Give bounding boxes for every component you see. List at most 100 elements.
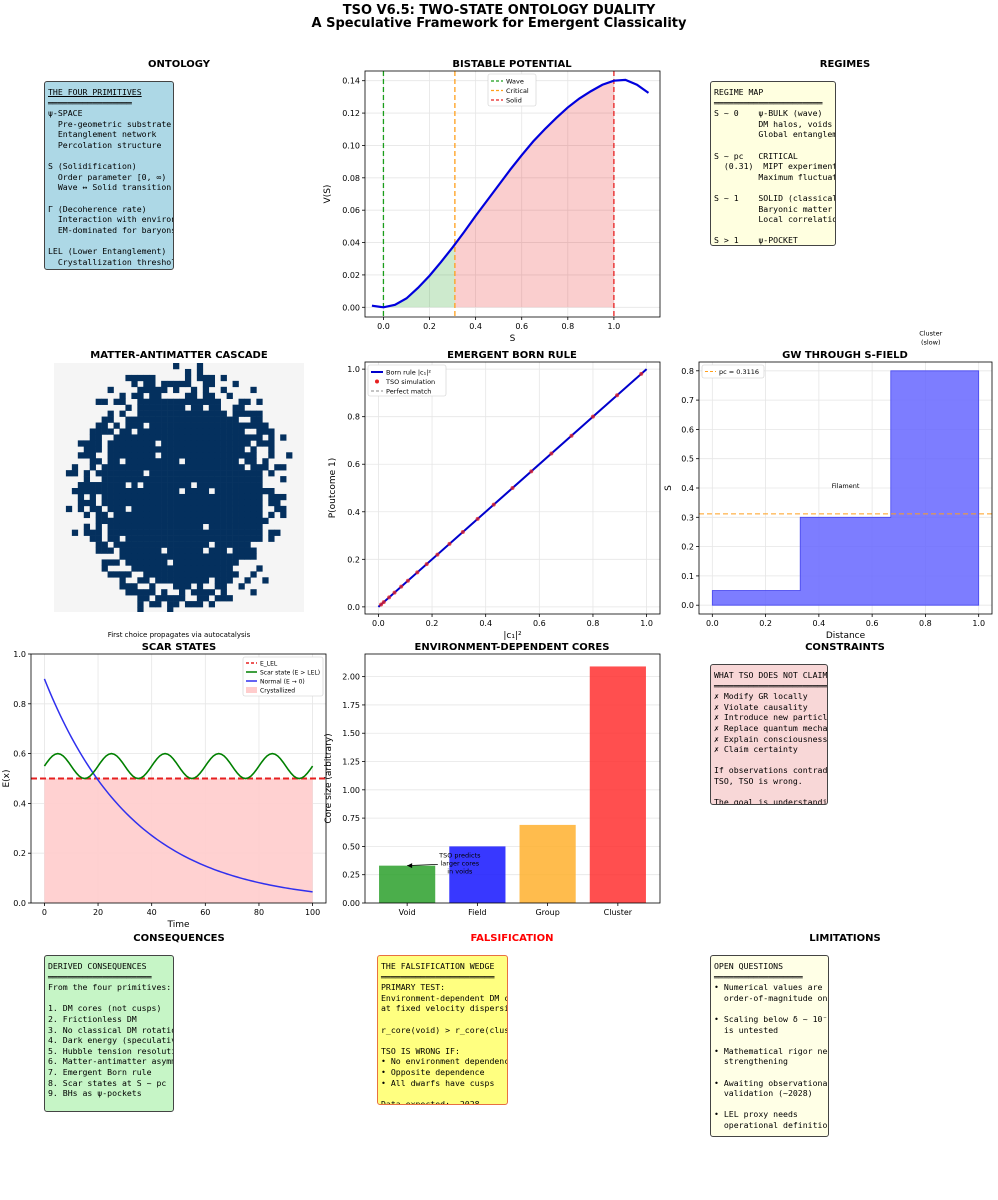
cascade-cell [202,458,210,465]
cascade-cell [149,493,156,501]
cascade-cell [280,511,287,519]
cascade-cell [119,452,126,459]
y-tick-label: 0.2 [347,555,360,564]
cascade-cell [220,589,227,596]
plot-frame [364,653,661,904]
cascade-cell [155,493,162,501]
cascade-cell [179,571,186,578]
x-tick-label: 80 [254,908,264,917]
cascade-cell [131,505,138,513]
cascade-cell [226,529,233,536]
cascade-cell [95,517,102,525]
cascade-cell [119,428,126,435]
cascade-cell [173,446,180,453]
cascade-cell [155,392,162,400]
cascade-cell [214,559,221,566]
cascade-cell [101,517,108,525]
cascade-cell [143,428,150,435]
cascade-cell [107,470,114,477]
cascade-cell [161,428,168,435]
cascade-cell [208,571,216,578]
cascade-cell [113,452,120,459]
consequences-box: DERIVED CONSEQUENCES ═══════════════════… [44,955,174,1112]
cascade-cell [95,446,102,453]
cascade-cell [119,464,126,471]
cascade-cell [137,559,144,566]
cascade-cell [244,422,251,429]
cascade-cell [95,547,102,554]
cascade-cell [232,476,239,483]
cascade-cell [220,446,227,453]
cascade-cell [208,517,216,525]
cascade-cell [161,470,168,477]
cascade-cell [232,464,239,471]
cascade-cell [149,446,156,453]
cascade-cell [113,493,120,501]
cascade-cell [155,488,162,495]
potential-title: BISTABLE POTENTIAL [452,59,572,70]
cascade-cell [161,505,168,513]
cascade-cell [173,493,180,501]
cascade-cell [190,434,198,441]
gw-annotation: (slow) [921,338,941,346]
cascade-cell [244,410,251,417]
cascade-cell [101,476,108,483]
cascade-cell [173,458,180,465]
cascade-cell [244,511,251,519]
cascade-cell [190,416,198,423]
cascade-cell [95,523,102,530]
cascade-cell [202,428,210,435]
cascade-cell [65,505,73,513]
cascade-cell [143,446,150,453]
limitations-body: • Numerical values are order-of-magnitud… [714,982,829,1130]
cascade-cell [173,511,180,519]
cascade-cell [155,428,162,435]
cascade-cell [250,386,257,394]
cascade-cell [208,559,216,566]
cascade-cell [167,535,174,542]
cascade-cell [196,446,204,453]
cascade-cell [226,482,233,489]
cascade-cell [125,547,132,554]
cascade-cell [220,386,227,394]
x-tick-label: 0.4 [469,322,482,331]
cascade-cell [143,374,150,382]
cascade-cell [202,529,210,536]
cascade-cell [196,595,204,602]
cascade-cell [250,482,257,489]
cascade-cell [208,440,216,447]
y-tick-label: 1.75 [342,701,360,710]
cascade-cell [95,529,102,536]
cascade-cell [214,493,221,501]
cascade-cell [95,488,102,495]
cascade-cell [143,589,150,596]
cascade-cell [208,565,216,572]
cascade-cell [143,577,150,584]
cascade-cell [244,505,251,513]
cascade-cell [214,458,221,465]
cascade-cell [220,458,227,465]
consequences-body: From the four primitives: 1. DM cores (n… [48,982,173,1111]
cascade-cell [202,482,210,489]
cascade-cell [161,571,168,578]
cascade-cell [113,434,120,441]
cascade-cell [137,488,144,495]
cascade-cell [149,523,156,530]
tso-simulation-point [491,502,496,507]
x-tick-label: 0.6 [515,322,528,331]
cascade-cell [155,523,162,530]
cascade-cell [131,482,138,489]
cascade-cell [101,488,108,495]
cascade-cell [155,416,162,423]
cascade-cell [143,464,150,471]
cascade-cell [83,529,91,536]
cascade-cell [190,529,198,536]
cascade-cell [95,398,102,405]
y-tick-label: 0.2 [13,849,26,858]
cascade-cell [167,601,174,608]
cascade-cell [208,392,216,400]
cascade-cell [256,505,263,513]
x-tick-label: Group [535,908,559,917]
cascade-cell [155,595,162,602]
cascade-cell [167,410,174,417]
